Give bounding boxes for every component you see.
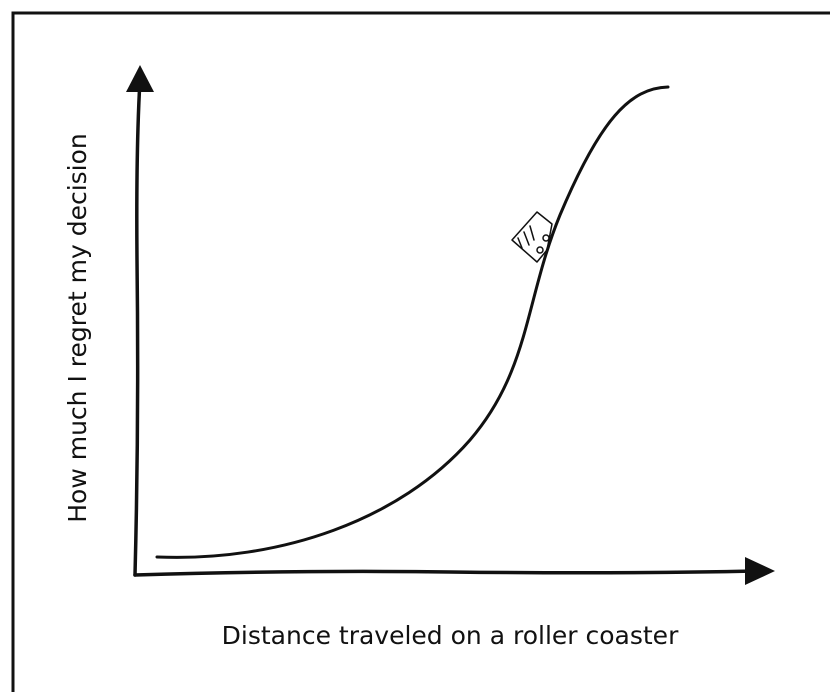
page: Distance traveled on a roller coaster Ho… xyxy=(0,0,830,692)
panel-border xyxy=(13,13,830,692)
y-axis-label: How much I regret my decision xyxy=(63,133,92,523)
comic-panel: Distance traveled on a roller coaster Ho… xyxy=(0,0,830,692)
x-axis-label: Distance traveled on a roller coaster xyxy=(222,621,679,650)
